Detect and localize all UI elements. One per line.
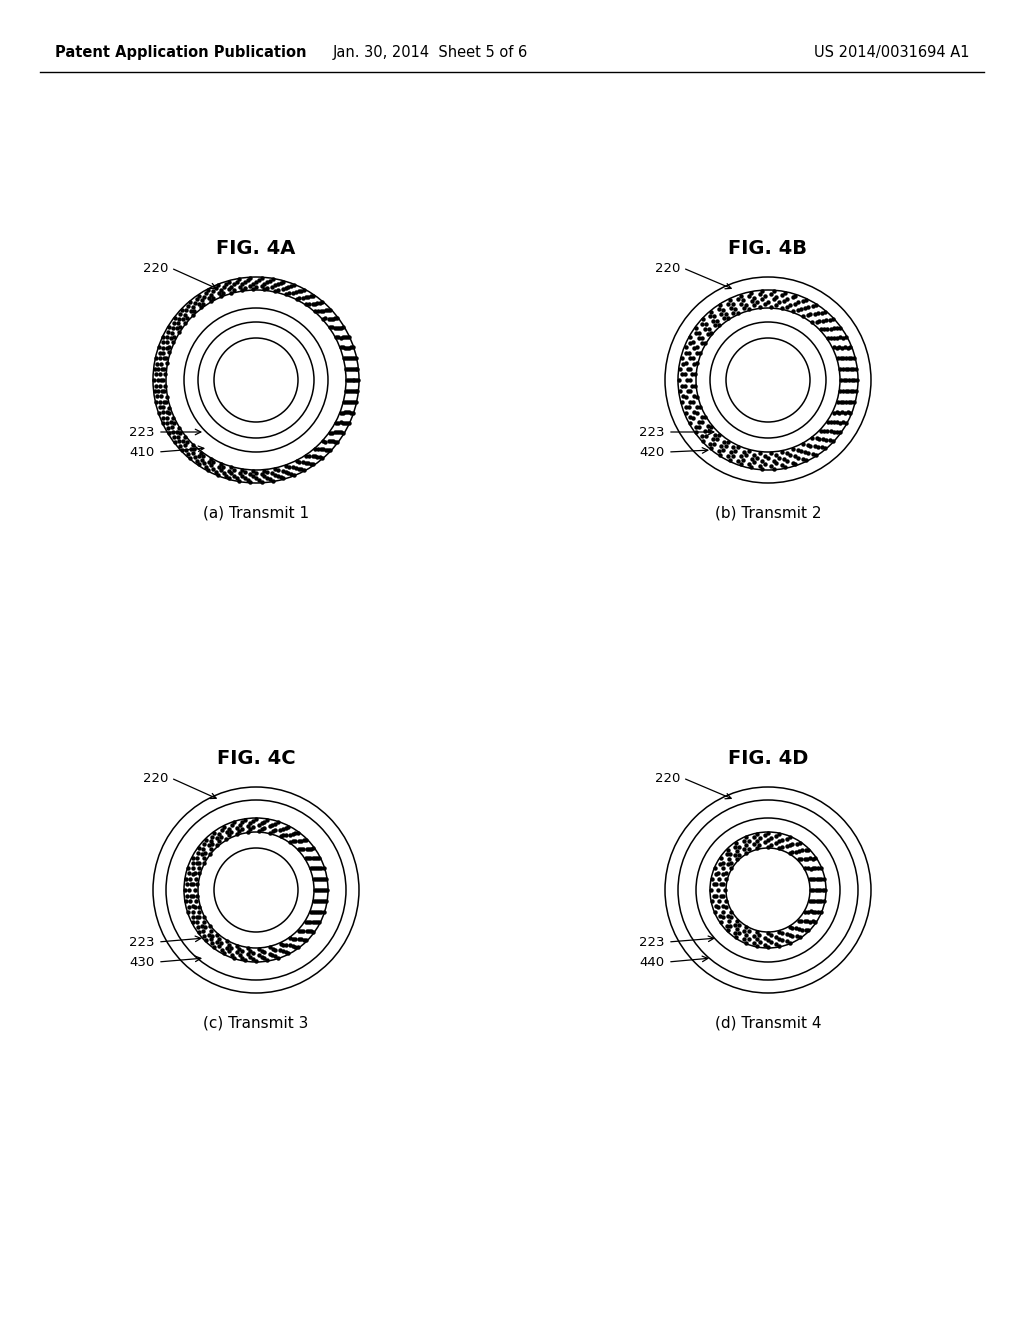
Text: 223: 223 [129, 936, 155, 949]
Text: US 2014/0031694 A1: US 2014/0031694 A1 [813, 45, 969, 59]
Text: 420: 420 [640, 446, 665, 458]
Text: (d) Transmit 4: (d) Transmit 4 [715, 1015, 821, 1031]
Text: 223: 223 [640, 936, 665, 949]
Text: FIG. 4C: FIG. 4C [217, 750, 295, 768]
Text: 430: 430 [130, 956, 155, 969]
Text: 410: 410 [130, 446, 155, 458]
Text: FIG. 4D: FIG. 4D [728, 750, 808, 768]
Text: 223: 223 [129, 425, 155, 438]
Text: (b) Transmit 2: (b) Transmit 2 [715, 506, 821, 520]
Text: 220: 220 [142, 261, 168, 275]
Text: 220: 220 [654, 261, 680, 275]
Text: 220: 220 [654, 771, 680, 784]
Text: FIG. 4A: FIG. 4A [216, 239, 296, 259]
Text: (a) Transmit 1: (a) Transmit 1 [203, 506, 309, 520]
Text: Patent Application Publication: Patent Application Publication [55, 45, 306, 59]
Text: (c) Transmit 3: (c) Transmit 3 [204, 1015, 308, 1031]
Text: 440: 440 [640, 956, 665, 969]
Text: 223: 223 [640, 425, 665, 438]
Text: FIG. 4B: FIG. 4B [728, 239, 808, 259]
Text: 220: 220 [142, 771, 168, 784]
Text: Jan. 30, 2014  Sheet 5 of 6: Jan. 30, 2014 Sheet 5 of 6 [333, 45, 527, 59]
